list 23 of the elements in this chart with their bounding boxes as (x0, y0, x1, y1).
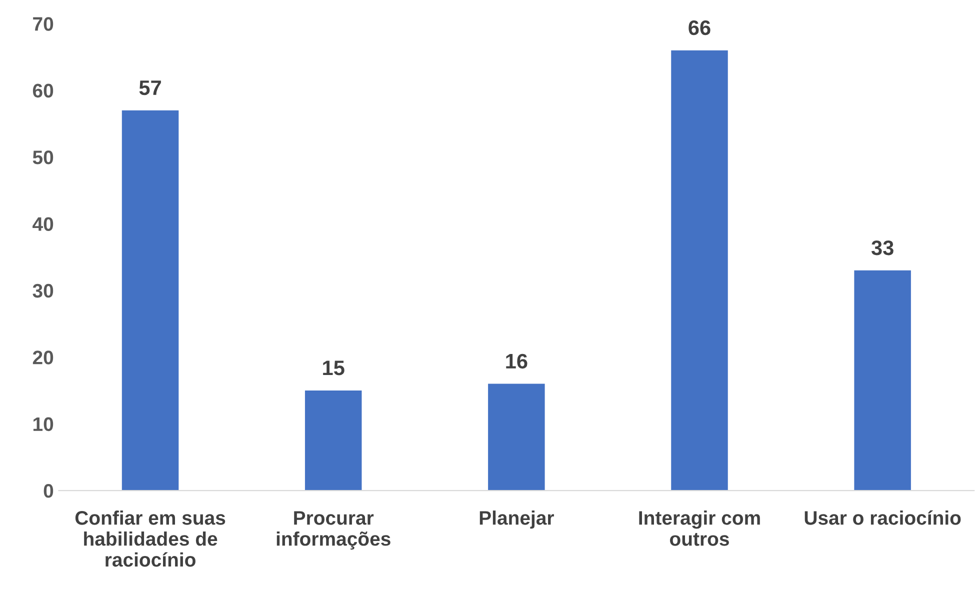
bar (488, 384, 545, 491)
data-label: 57 (139, 80, 161, 96)
data-label: 16 (506, 354, 528, 369)
bar (854, 270, 911, 491)
x-tick-label: Interagir com outros (639, 510, 760, 546)
bar (304, 390, 362, 491)
y-tick-label: 20 (32, 350, 54, 364)
y-tick-label: 70 (33, 17, 54, 31)
bar (671, 50, 728, 491)
y-tick-label: 50 (32, 150, 54, 164)
y-tick-label: 30 (32, 284, 54, 298)
x-tick-label: Procurar informações (276, 511, 390, 550)
data-label: 66 (688, 20, 710, 36)
x-tick-label: Confiar em suas habilidades de raciocínio (75, 510, 226, 567)
y-tick-label: 10 (33, 417, 54, 432)
data-label: 33 (871, 240, 894, 256)
data-label: 15 (323, 360, 344, 376)
y-tick-label: 60 (32, 84, 54, 98)
x-tick-label: Planejar (480, 510, 554, 529)
x-tick-label: Usar o raciocínio (804, 510, 961, 525)
y-tick-label: 40 (32, 217, 54, 231)
y-tick-label: 0 (44, 484, 54, 498)
bar (122, 110, 179, 491)
